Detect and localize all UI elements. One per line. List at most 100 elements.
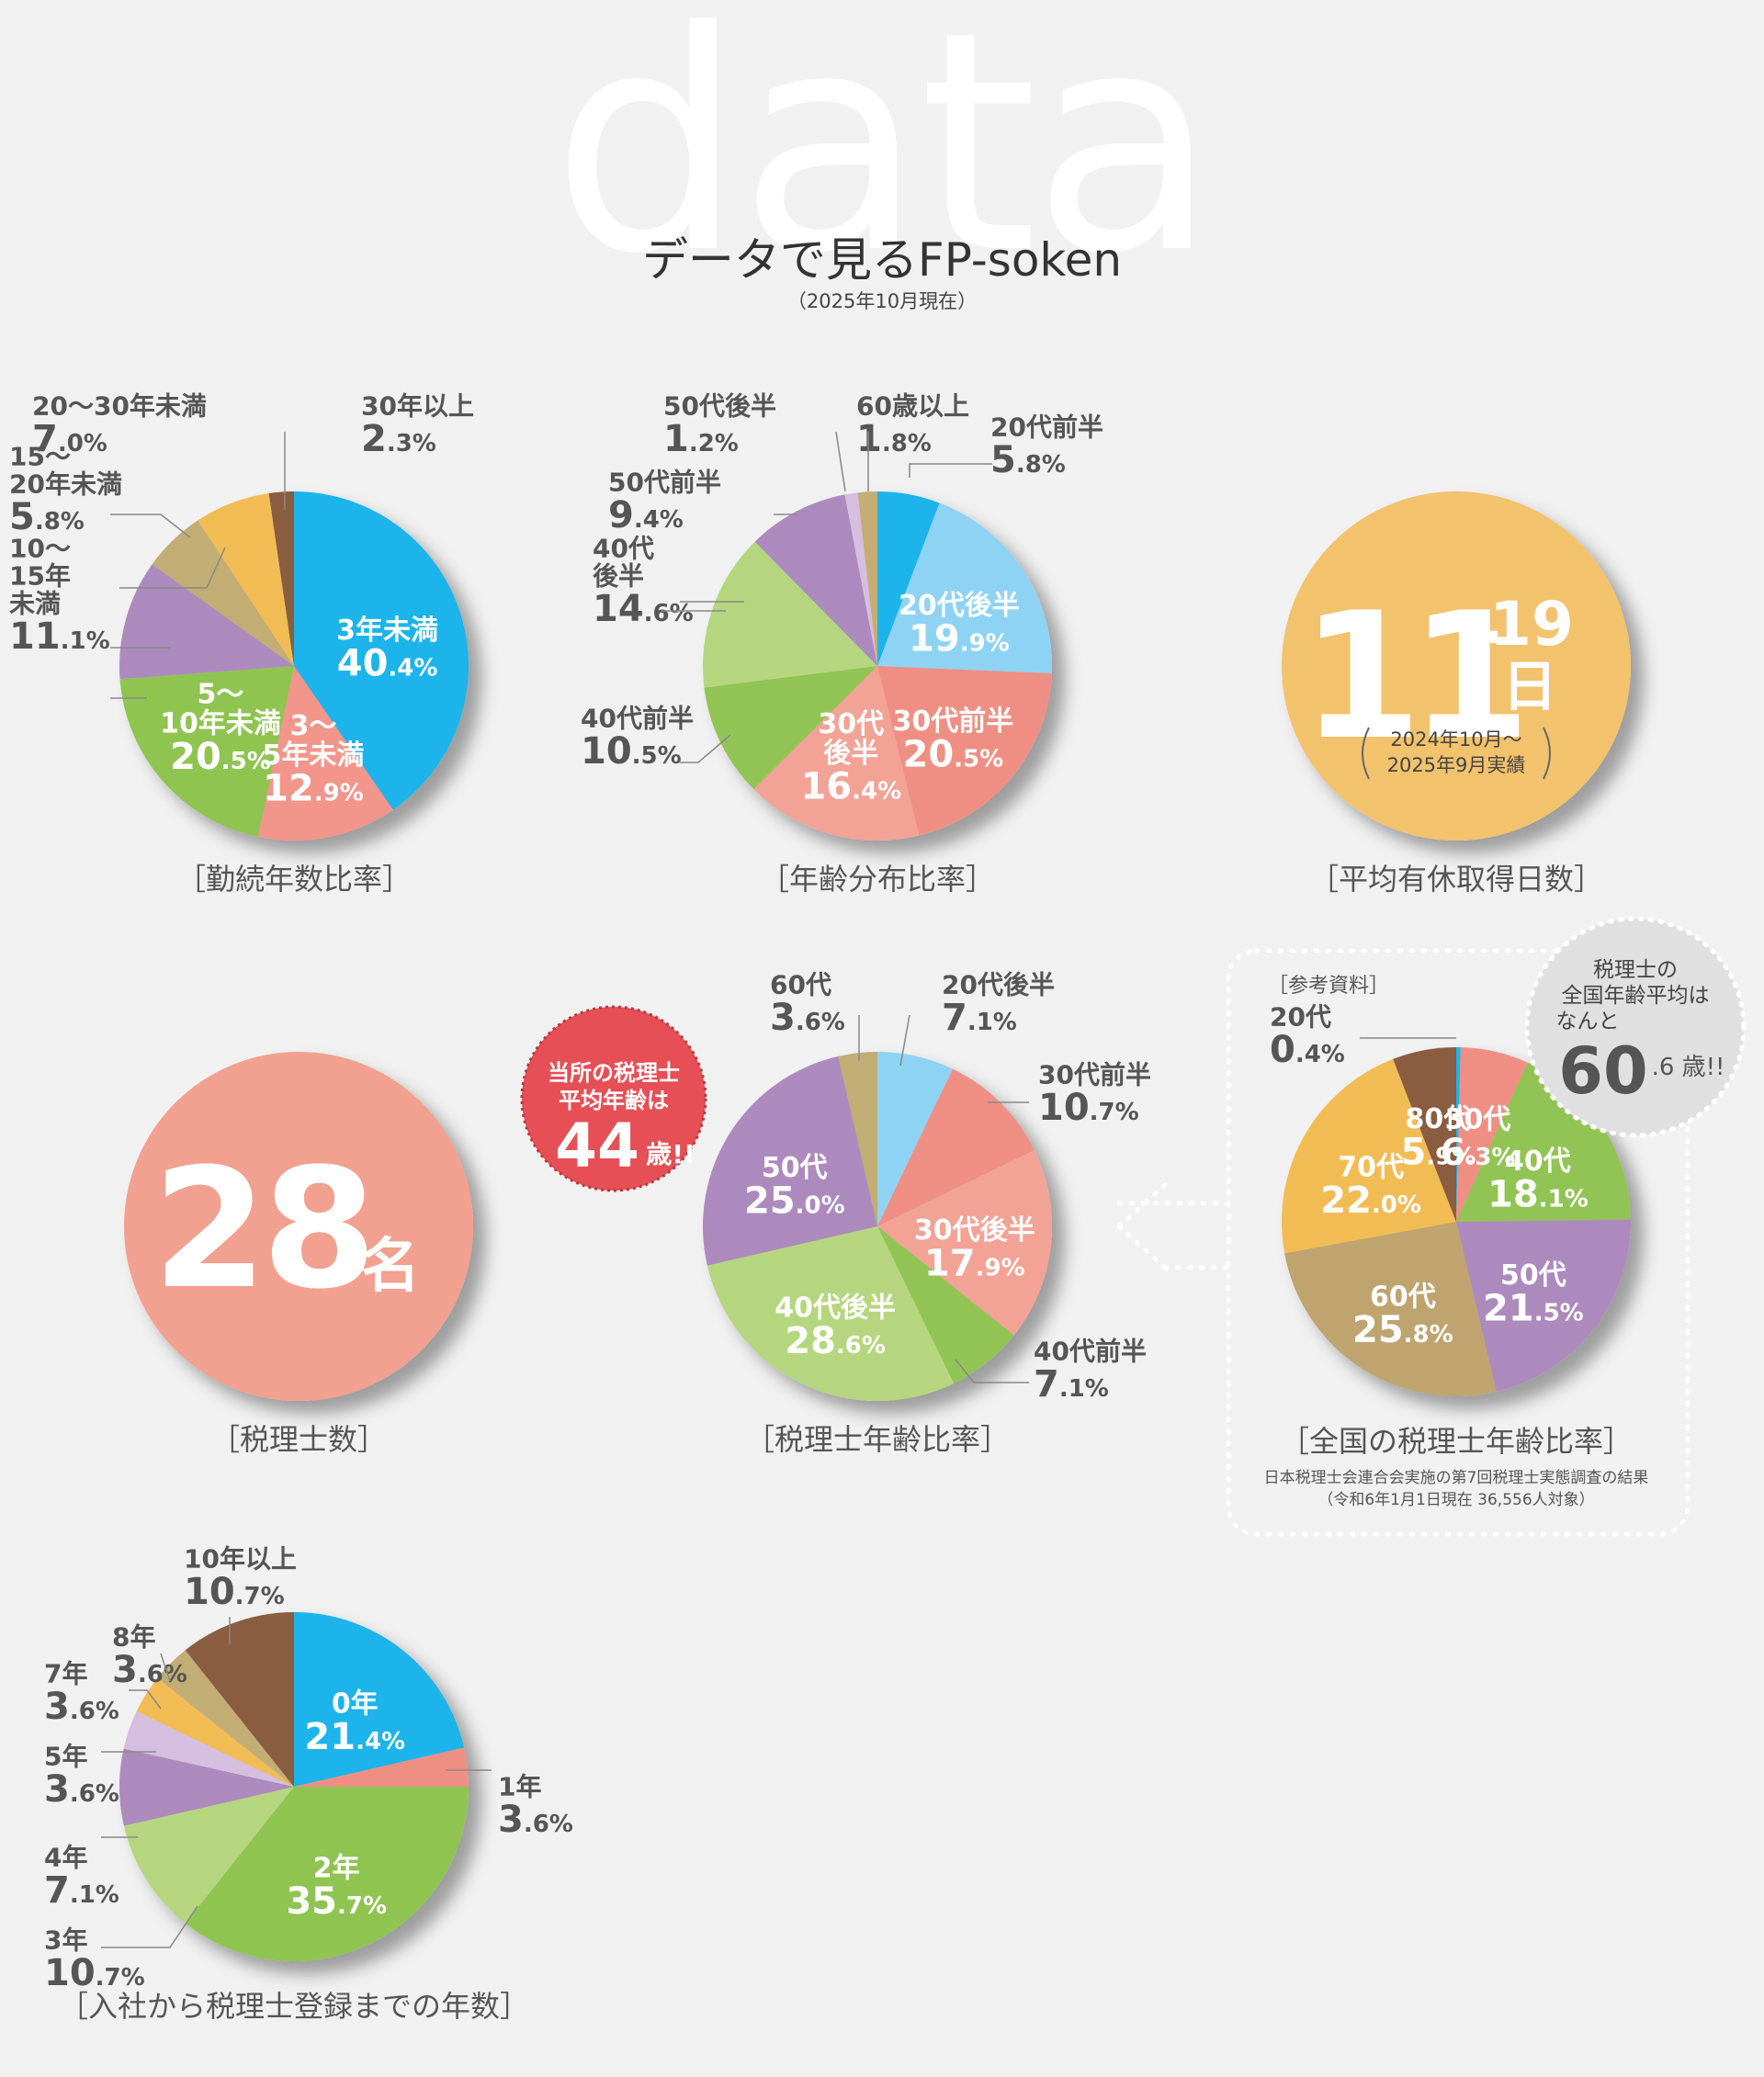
age-slice-7-value: 1.2% (663, 418, 739, 460)
age-slice-6-value: 9.4% (608, 494, 684, 536)
tax_age-slice-3-label-line-0: 40代前半 (1034, 1337, 1147, 1367)
national-bubble-unit: 歳!! (1682, 1054, 1725, 1081)
registration-slice-5-value: 3.6% (44, 1768, 119, 1811)
national-note-1: 日本税理士会連合会実施の第7回税理士実態調査の結果 (1264, 1469, 1649, 1487)
age-pie-chart: 20代前半5.8%20代後半19.9%30代前半20.5%30代後半16.4%4… (581, 391, 1103, 841)
tenure-slice-5 (198, 492, 294, 666)
age-slice-4-label-line-0: 40代前半 (581, 704, 694, 734)
tax_age-slice-0 (877, 1052, 953, 1226)
registration-slice-4 (119, 1748, 294, 1826)
age-slice-5-label-line-0: 40代 (593, 534, 654, 564)
paid-leave-period-1: 2024年10月〜 (1390, 728, 1521, 751)
registration-slice-0-value: 21.4% (304, 1716, 405, 1758)
tenure-slice-0 (294, 491, 469, 810)
age-slice-7 (844, 492, 877, 666)
registration-slice-4-label-line-0: 4年 (44, 1843, 87, 1873)
age-slice-3-label-line-1: 後半 (823, 738, 878, 770)
age-slice-2 (877, 666, 1052, 836)
tax_age-slice-0-label-line-0: 20代後半 (942, 970, 1055, 1000)
national-slice-3-label-line-0: 50代 (1500, 1259, 1566, 1292)
registration-caption: ［入社から税理士登録までの年数］ (59, 1989, 529, 2024)
tenure-slice-3-label-line-0: 10〜 (9, 534, 71, 564)
registration-slice-8-label-line-0: 10年以上 (184, 1544, 297, 1575)
national-slice-2 (1456, 1062, 1631, 1222)
registration-slice-7-label-line-0: 8年 (112, 1622, 155, 1653)
tax_age-slice-1-label-line-0: 30代前半 (1038, 1060, 1151, 1090)
tenure-slice-1-label-line-0: 3〜 (289, 710, 336, 742)
national-slice-6-value: 5.9% (1400, 1131, 1476, 1173)
national-slice-6 (1393, 1047, 1456, 1222)
tenure-slice-6-value: 2.3% (361, 418, 436, 460)
tenure-slice-1-label-line-1: 5年未満 (262, 739, 364, 772)
age-slice-1 (877, 502, 1053, 674)
tenure-slice-3 (119, 564, 294, 680)
age-slice-5-value: 14.6% (593, 588, 694, 630)
tax_age-slice-6-value: 3.6% (770, 997, 845, 1039)
office-bubble-number: 44 (555, 1111, 639, 1181)
national-caption: ［全国の税理士年齢比率］ (1280, 1424, 1633, 1459)
registration-slice-2-value: 35.7% (286, 1880, 387, 1923)
registration-slice-6-label-line-0: 7年 (44, 1659, 87, 1689)
age-slice-3 (753, 666, 920, 841)
tax_age-slice-2 (877, 1149, 1052, 1336)
national-bubble-decimal: .6 (1652, 1054, 1675, 1081)
reference-label: ［参考資料］ (1268, 975, 1389, 998)
national-slice-2-label-line-0: 40代 (1505, 1146, 1571, 1178)
registration-slice-2 (185, 1787, 469, 1961)
tenure-slice-5-value: 7.0% (32, 418, 107, 460)
national-bubble-number: 60 (1558, 1033, 1647, 1109)
paid-leave-stat: 11 . 19 日 2024年10月〜 2025年9月実績 (1282, 491, 1631, 841)
tenure-slice-4-label-line-0: 15〜 (9, 442, 71, 472)
age-slice-0-label-line-0: 20代前半 (990, 412, 1103, 443)
tenure-slice-5-label-line-0: 20〜30年未満 (32, 391, 207, 422)
age-slice-3-label-line-0: 30代 (818, 708, 884, 740)
registration-slice-6-value: 3.6% (44, 1686, 119, 1728)
tenure-slice-3-value: 11.1% (9, 615, 110, 658)
national-slice-1-label-line-0: 30代 (1445, 1104, 1511, 1136)
page-subtitle: （2025年10月現在） (787, 290, 977, 312)
tenure-slice-6 (268, 491, 294, 666)
national-slice-4-label-line-0: 60代 (1370, 1281, 1436, 1314)
tax_age-slice-5-label-line-0: 50代 (762, 1152, 828, 1184)
period-paren-right (1543, 727, 1551, 780)
paid-leave-caption: ［平均有休取得日数］ (1309, 862, 1603, 897)
age-slice-5 (703, 541, 877, 688)
registration-slices (119, 1612, 469, 1961)
national-note-2: （令和6年1月1日現在 36,556人対象） (1317, 1491, 1594, 1509)
national-slice-6-label-line-0: 80代 (1406, 1103, 1472, 1135)
age-slice-4-value: 10.5% (581, 730, 682, 773)
tax_age-slice-6 (838, 1052, 877, 1226)
tenure-slice-1 (257, 666, 393, 841)
national-slice-2-value: 18.1% (1487, 1174, 1589, 1216)
tenure-slices (119, 491, 469, 841)
registration-slice-2-label-line-0: 2年 (313, 1852, 360, 1884)
tenure-slice-6-label-line-0: 30年以上 (361, 391, 474, 422)
background-word: data (551, 0, 1212, 320)
age-slices (703, 491, 1053, 841)
tax-count-caption: ［税理士数］ (210, 1422, 387, 1457)
registration-slice-5 (123, 1711, 294, 1787)
national-slice-1-value: 6.3% (1441, 1132, 1516, 1174)
registration-slice-5-label-line-0: 5年 (44, 1742, 87, 1772)
tenure-slice-2-label-line-0: 5〜 (198, 679, 244, 711)
registration-slice-1-label-line-0: 1年 (498, 1772, 541, 1802)
tax_age-slice-6-label-line-0: 60代 (770, 970, 831, 1000)
national-bubble-line-1: 税理士の (1593, 958, 1678, 982)
registration-slice-3-label-line-0: 3年 (44, 1925, 87, 1956)
tax-count-number: 28 (153, 1134, 372, 1326)
age-slice-7-label-line-0: 50代後半 (663, 391, 776, 422)
tenure-slice-4 (152, 520, 294, 666)
age-caption: ［年齢分布比率］ (760, 862, 995, 897)
tax_age-slices (703, 1052, 1052, 1402)
tenure-slice-4-label-line-1: 20年未満 (9, 469, 122, 500)
paid-leave-dot: . (1480, 583, 1505, 659)
tenure-slice-2-label-line-1: 10年未満 (160, 708, 281, 740)
paid-leave-circle (1282, 491, 1631, 841)
tax-count-circle (124, 1052, 473, 1401)
office-bubble-circle (520, 1005, 707, 1192)
paid-leave-period-2: 2025年9月実績 (1387, 754, 1526, 776)
registration-slice-4-value: 7.1% (44, 1869, 119, 1912)
arrow-to-office (1116, 1182, 1231, 1270)
tenure-slice-1-value: 12.9% (263, 767, 364, 809)
